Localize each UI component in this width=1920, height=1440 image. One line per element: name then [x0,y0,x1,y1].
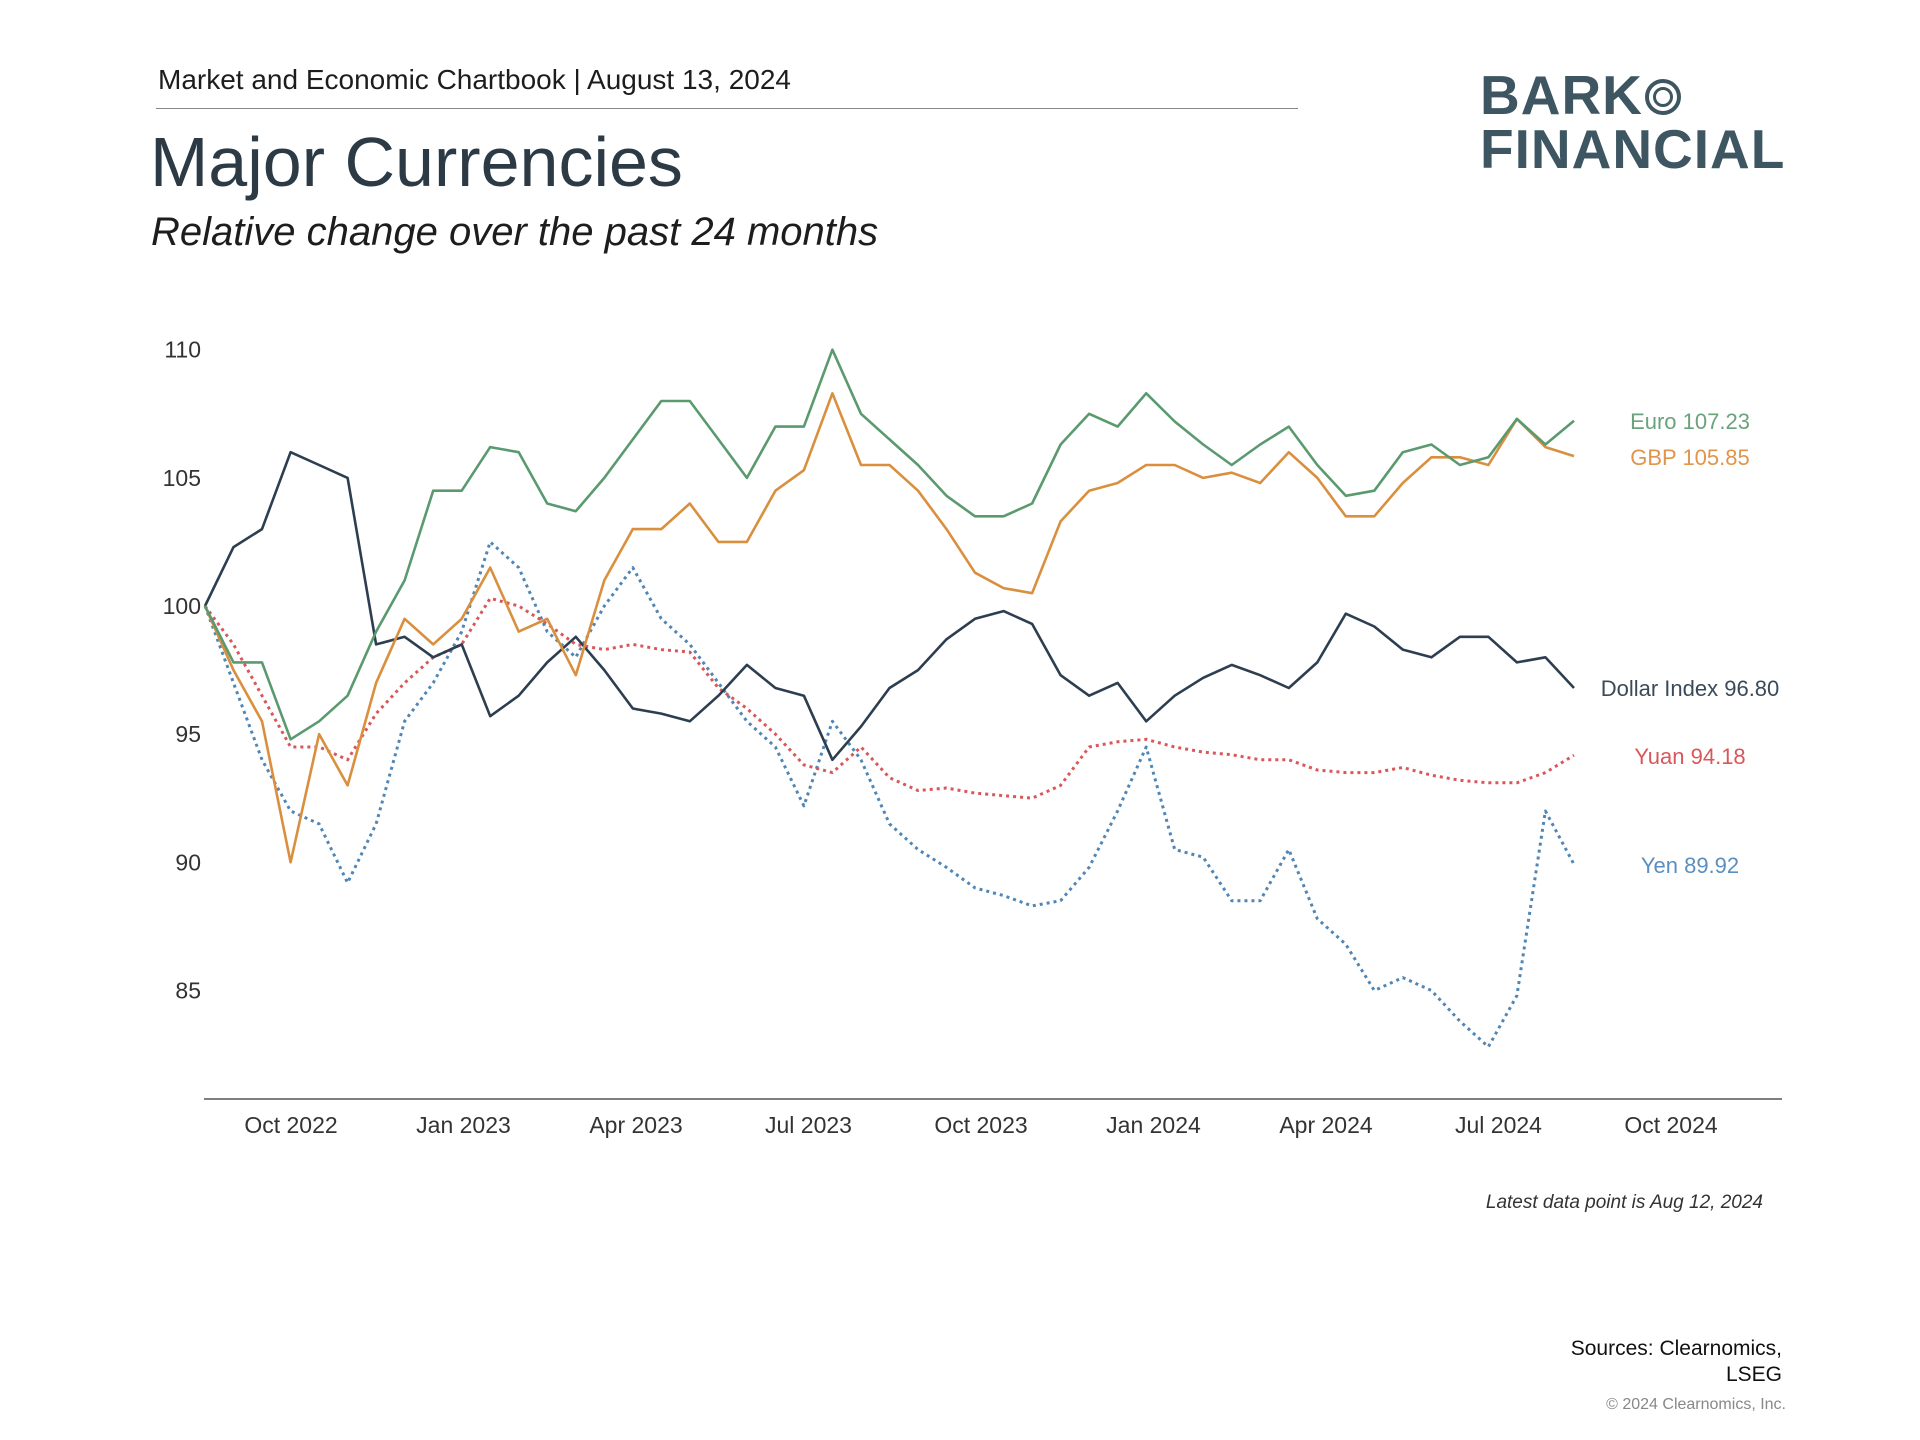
y-tick-label: 90 [175,849,201,875]
sources-line-1: Sources: Clearnomics, [1570,1337,1782,1360]
sources-line-2: LSEG [1725,1363,1782,1386]
x-tick-label: Oct 2023 [934,1112,1027,1138]
x-tick-label: Oct 2024 [1624,1112,1718,1138]
x-tick-label: Jan 2023 [416,1112,511,1138]
y-tick-label: 105 [163,465,201,491]
series-label-yuan: Yuan 94.18 [1634,744,1745,769]
logo-ring-icon [1644,79,1681,115]
series-lines [203,348,1576,1049]
series-line-dollar-index [203,450,1575,762]
x-tick-label: Apr 2023 [589,1112,682,1138]
x-tick-label: Jul 2023 [765,1112,852,1138]
logo-text-line2: FINANCIAL [1480,118,1786,180]
x-axis-ticks: Oct 2022 Jan 2023 Apr 2023 Jul 2023 Oct 2023… [244,1112,1718,1138]
y-tick-label: 110 [164,337,201,363]
series-label-dollar-index: Dollar Index 96.80 [1601,676,1780,701]
y-tick-label: 85 [175,977,201,1003]
series-label-gbp: GBP 105.85 [1630,445,1749,470]
y-tick-label: 100 [163,593,201,619]
series-line-gbp [203,392,1575,864]
page-title: Major Currencies [150,123,683,201]
logo-text-line1: BARK [1480,64,1643,126]
x-tick-label: Apr 2024 [1279,1112,1373,1138]
sources: Sources: Clearnomics, LSEG [1482,1336,1782,1388]
y-axis-ticks: 110 105 100 95 90 85 [163,337,201,1004]
y-tick-label: 95 [175,721,201,747]
x-tick-label: Jan 2024 [1106,1112,1201,1138]
series-labels: Euro 107.23 GBP 105.85 Dollar Index 96.80 Y… [1601,409,1780,878]
chartbook-header: Market and Economic Chartbook | August 1… [158,64,791,95]
x-tick-label: Jul 2024 [1455,1112,1542,1138]
x-tick-label: Oct 2022 [244,1112,337,1138]
series-label-euro: Euro 107.23 [1630,409,1750,434]
latest-data-note: Latest data point is Aug 12, 2024 [1485,1192,1763,1213]
series-line-yen [203,540,1576,1049]
header-divider [156,108,1298,109]
copyright: © 2024 Clearnomics, Inc. [1606,1396,1786,1413]
series-line-euro [203,348,1575,741]
series-line-yuan [203,596,1575,800]
series-label-yen: Yen 89.92 [1641,853,1739,878]
barko-financial-logo: BARK FINANCIAL [1480,68,1786,180]
page-subtitle: Relative change over the past 24 months [151,210,879,254]
